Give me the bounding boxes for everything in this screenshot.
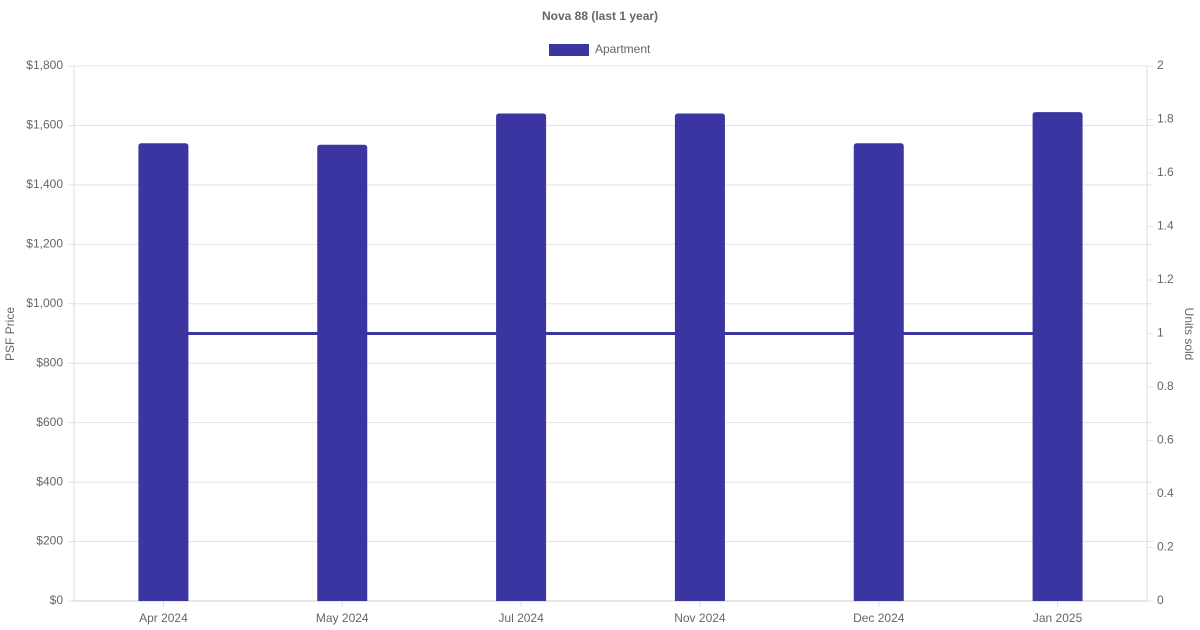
y2-tick-label: 1.4	[1157, 219, 1174, 233]
chart-title: Nova 88 (last 1 year)	[542, 9, 658, 23]
y2-tick-label: 0	[1157, 593, 1164, 607]
x-tick-label: Jan 2025	[1033, 611, 1083, 625]
bar	[1032, 112, 1083, 601]
bar	[138, 143, 189, 601]
y-tick-label: $0	[50, 593, 64, 607]
y2-tick-label: 1.8	[1157, 112, 1174, 126]
y-tick-label: $600	[36, 415, 63, 429]
legend-swatch	[549, 44, 589, 56]
y-tick-label: $1,800	[26, 58, 63, 72]
y2-tick-label: 1	[1157, 326, 1164, 340]
x-tick-label: Jul 2024	[498, 611, 544, 625]
y-tick-label: $1,000	[26, 296, 63, 310]
y2-tick-label: 0.2	[1157, 540, 1174, 554]
y2-tick-label: 0.8	[1157, 379, 1174, 393]
legend-label: Apartment	[595, 42, 651, 56]
x-tick-label: May 2024	[316, 611, 369, 625]
y-axis-title: PSF Price	[3, 307, 17, 361]
y-tick-label: $1,600	[26, 118, 63, 132]
y2-tick-label: 0.6	[1157, 433, 1174, 447]
y-tick-label: $200	[36, 534, 63, 548]
y-tick-label: $800	[36, 355, 63, 369]
y2-tick-label: 1.2	[1157, 272, 1174, 286]
y-tick-label: $1,400	[26, 177, 63, 191]
bar	[496, 113, 547, 602]
bar	[317, 144, 368, 601]
bar	[853, 143, 904, 601]
y-tick-label: $1,200	[26, 237, 63, 251]
y2-tick-label: 1.6	[1157, 165, 1174, 179]
x-tick-label: Nov 2024	[674, 611, 726, 625]
y2-tick-label: 2	[1157, 58, 1164, 72]
y2-axis-title: Units sold	[1182, 308, 1196, 361]
y2-tick-label: 0.4	[1157, 486, 1174, 500]
y-tick-label: $400	[36, 474, 63, 488]
x-tick-label: Apr 2024	[139, 611, 188, 625]
bar	[674, 113, 725, 602]
x-tick-label: Dec 2024	[853, 611, 905, 625]
